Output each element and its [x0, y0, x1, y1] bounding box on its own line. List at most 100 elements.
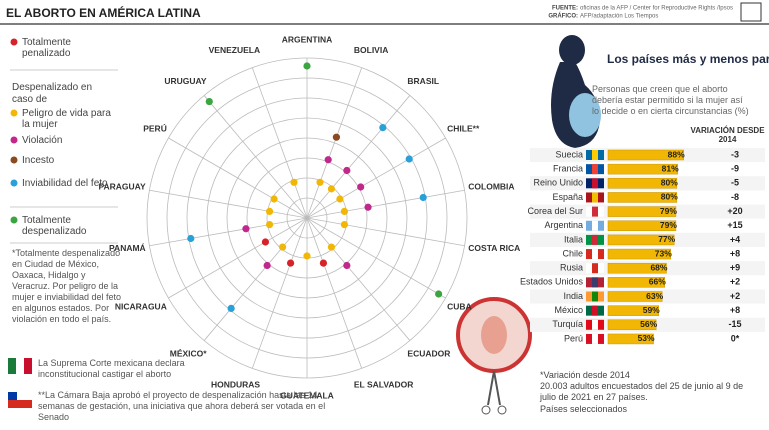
- value-label: 59%: [643, 305, 660, 315]
- bar: [607, 206, 677, 217]
- belly: [569, 93, 601, 137]
- variation: +2: [730, 277, 740, 287]
- legend-dot: [10, 38, 18, 46]
- status-dot: [316, 178, 324, 186]
- spoke: [306, 217, 411, 341]
- country-label: NICARAGUA: [115, 301, 167, 311]
- spoke: [306, 67, 363, 219]
- mexico-flag: [8, 358, 16, 374]
- graphic-label: GRÁFICO:: [548, 13, 578, 20]
- category-label: Perú: [564, 333, 583, 343]
- flag: [592, 305, 598, 316]
- legend-dot: [10, 109, 18, 117]
- source: oficinas de la AFP / Center for Reproduc…: [580, 6, 733, 12]
- variation: -9: [731, 164, 739, 174]
- status-dot: [324, 156, 332, 164]
- mexico-flag: [24, 358, 32, 374]
- scissors: [497, 405, 507, 415]
- spoke: [149, 189, 308, 219]
- variation: -8: [731, 192, 739, 202]
- flag: [592, 164, 598, 175]
- flag: [592, 192, 598, 203]
- category-label: Suecia: [555, 149, 583, 159]
- bar-subtitle: Personas que creen que el aborto debería…: [592, 84, 749, 116]
- spoke: [203, 217, 308, 341]
- value-label: 68%: [650, 262, 667, 272]
- status-dot: [357, 183, 365, 191]
- legend-label: Totalmente penalizado: [22, 37, 71, 59]
- category-label: Italia: [564, 234, 583, 244]
- country-label: MÉXICO*: [170, 349, 208, 359]
- legend-dot: [10, 136, 18, 144]
- country-label: CHILE**: [447, 123, 480, 133]
- country-label: HONDURAS: [211, 380, 260, 390]
- status-dot: [379, 124, 387, 132]
- legend-dot: [10, 156, 18, 164]
- value-label: 81%: [662, 163, 679, 173]
- status-dot: [265, 220, 274, 229]
- status-dot: [340, 220, 349, 229]
- status-dot: [343, 261, 351, 270]
- country-label: BRASIL: [407, 76, 439, 86]
- flag: [592, 220, 598, 231]
- bar: [607, 291, 663, 302]
- chile-flag: [8, 392, 32, 400]
- value-label: 56%: [640, 319, 657, 329]
- fetus: [481, 316, 507, 354]
- variation: +8: [730, 305, 740, 315]
- status-dot: [303, 62, 311, 70]
- category-label: Francia: [553, 164, 583, 174]
- spoke: [203, 95, 308, 219]
- flag: [592, 150, 598, 160]
- bar: [607, 248, 672, 260]
- spoke: [306, 217, 363, 369]
- value-label: 88%: [668, 149, 685, 159]
- status-dot: [303, 252, 311, 260]
- value-label: 63%: [646, 291, 663, 301]
- scissors: [493, 370, 501, 406]
- country-label: PANAMÁ: [109, 243, 146, 253]
- category-label: Chile: [562, 248, 583, 258]
- chile-flag: [8, 392, 17, 400]
- status-dot: [327, 243, 336, 251]
- status-dot: [327, 185, 336, 193]
- country-label: COSTA RICA: [468, 243, 520, 253]
- flag: [592, 319, 598, 330]
- source-label: FUENTE:: [552, 6, 578, 12]
- legend-dot: [10, 179, 18, 187]
- legend-label: Inviabilidad del feto: [22, 178, 108, 189]
- status-dot: [242, 225, 250, 233]
- bar: [607, 305, 659, 316]
- country-label: EL SALVADOR: [354, 380, 414, 390]
- spoke: [306, 95, 411, 219]
- category-label: Rusia: [560, 263, 583, 273]
- status-dot: [405, 155, 413, 163]
- status-dot: [332, 133, 341, 141]
- variation: +4: [730, 234, 740, 244]
- bar: [607, 234, 675, 246]
- status-dot: [435, 290, 443, 298]
- status-dot: [205, 97, 213, 106]
- value-label: 73%: [655, 248, 672, 258]
- bar-title: Los países más y menos partidarios del a…: [607, 52, 769, 66]
- variation: +15: [727, 220, 742, 230]
- status-dot: [286, 259, 295, 267]
- country-label: URUGUAY: [164, 76, 207, 86]
- bar: [607, 163, 678, 175]
- mexico-note: *Totalmente despenalizado en Ciudad de M…: [12, 248, 122, 324]
- category-label: Estados Unidos: [520, 277, 584, 287]
- category-label: Reino Unido: [533, 178, 583, 188]
- legend-label: Peligro de vida para la mujer: [22, 108, 111, 130]
- variation-header: VARIACIÓN DESDE 2014: [690, 126, 765, 144]
- country-label: BOLIVIA: [354, 45, 388, 55]
- flag: [592, 249, 598, 260]
- status-dot: [265, 207, 274, 216]
- status-dot: [364, 203, 372, 211]
- variation: -3: [731, 149, 739, 159]
- spoke: [306, 137, 446, 219]
- logo: [740, 2, 762, 22]
- status-dot: [290, 178, 298, 186]
- spoke: [251, 67, 308, 219]
- variation: +8: [730, 248, 740, 258]
